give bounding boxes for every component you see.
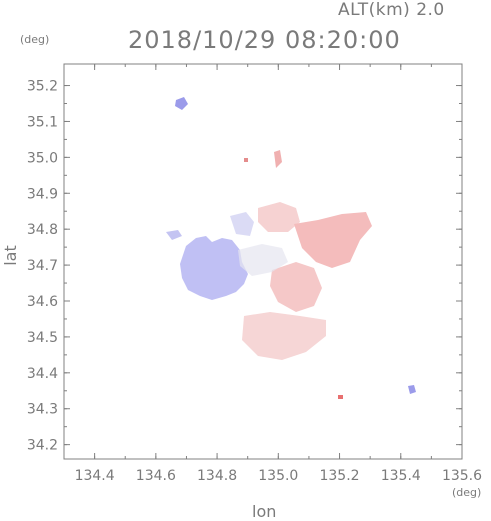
y-tick-label: 34.5 <box>27 330 58 346</box>
blue-echo-small-1 <box>175 97 188 110</box>
pink-echo-south <box>242 312 326 360</box>
pink-echo-east <box>294 212 372 268</box>
y-tick-label: 34.4 <box>27 366 58 382</box>
mixed-echo-band <box>238 244 288 276</box>
altitude-label: ALT(km) 2.0 <box>338 0 445 20</box>
pink-echo-speck-3 <box>274 150 282 168</box>
timestamp-title: 2018/10/29 08:20:00 <box>128 26 401 54</box>
blue-echo-small-2 <box>166 230 182 240</box>
pink-echo-speck-1 <box>338 395 343 399</box>
plot-frame <box>63 63 463 460</box>
x-tick-label: 135.4 <box>381 468 421 484</box>
blue-echo-small-3 <box>408 385 416 394</box>
x-tick-label: 135.2 <box>319 468 359 484</box>
y-tick-label: 34.7 <box>27 258 58 274</box>
x-axis-label: lon <box>252 502 277 521</box>
y-tick-label: 35.0 <box>27 150 58 166</box>
x-tick-label: 135.6 <box>442 468 482 484</box>
y-tick-labels: 34.2 34.3 34.4 34.5 34.6 34.7 34.8 34.9 35.0 35.1… <box>27 79 58 454</box>
tick-marks <box>63 64 463 459</box>
x-tick-label: 135.0 <box>258 468 298 484</box>
pink-echo-central <box>270 262 322 312</box>
y-axis-unit: (deg) <box>20 33 50 46</box>
radar-field <box>166 97 416 399</box>
y-tick-label: 34.6 <box>27 294 58 310</box>
pink-echo-speck-2 <box>244 158 248 162</box>
x-tick-labels: 134.4 134.6 134.8 135.0 135.2 135.4 135.6 <box>75 468 483 484</box>
x-tick-label: 134.4 <box>75 468 115 484</box>
y-tick-label: 34.3 <box>27 402 58 418</box>
y-tick-label: 35.2 <box>27 79 58 95</box>
x-tick-label: 134.6 <box>136 468 176 484</box>
pink-echo-north <box>258 202 300 232</box>
blue-echo-west <box>180 236 248 300</box>
y-tick-label: 34.8 <box>27 222 58 238</box>
y-tick-label: 34.9 <box>27 186 58 202</box>
x-axis-unit: (deg) <box>452 486 482 499</box>
x-tick-label: 134.8 <box>197 468 237 484</box>
y-tick-label: 34.2 <box>27 438 58 454</box>
y-tick-label: 35.1 <box>27 114 58 130</box>
blue-echo-mid <box>230 212 254 236</box>
